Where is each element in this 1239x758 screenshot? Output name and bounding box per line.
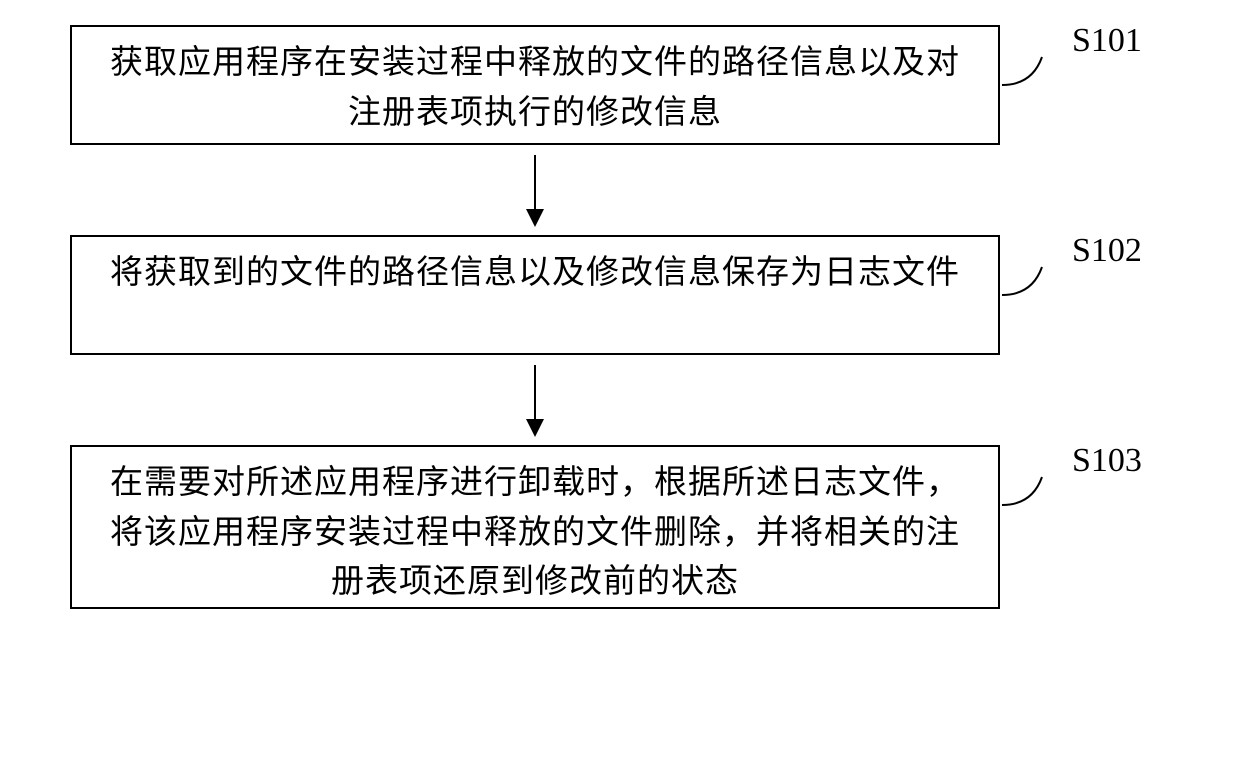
flowchart-node-s103: 在需要对所述应用程序进行卸载时，根据所述日志文件，将该应用程序安装过程中释放的文… [70, 445, 1000, 609]
flowchart-container: 获取应用程序在安装过程中释放的文件的路径信息以及对注册表项执行的修改信息 S10… [70, 25, 1170, 609]
node-text: 获取应用程序在安装过程中释放的文件的路径信息以及对注册表项执行的修改信息 [96, 39, 974, 138]
arrow-s101-s102 [70, 145, 1000, 235]
node-label-s102: S102 [1072, 225, 1142, 276]
node-label-s103: S103 [1072, 435, 1142, 486]
flowchart-node-s102: 将获取到的文件的路径信息以及修改信息保存为日志文件 S102 [70, 235, 1000, 355]
arrow-line [534, 365, 536, 435]
node-text: 在需要对所述应用程序进行卸载时，根据所述日志文件，将该应用程序安装过程中释放的文… [96, 459, 974, 608]
node-label-s101: S101 [1072, 15, 1142, 66]
arrow-s102-s103 [70, 355, 1000, 445]
node-text: 将获取到的文件的路径信息以及修改信息保存为日志文件 [96, 249, 974, 299]
connector-curve-s101 [1002, 47, 1072, 97]
connector-curve-s102 [1002, 257, 1072, 307]
flowchart-node-s101: 获取应用程序在安装过程中释放的文件的路径信息以及对注册表项执行的修改信息 S10… [70, 25, 1000, 145]
arrow-line [534, 155, 536, 225]
connector-curve-s103 [1002, 467, 1072, 517]
